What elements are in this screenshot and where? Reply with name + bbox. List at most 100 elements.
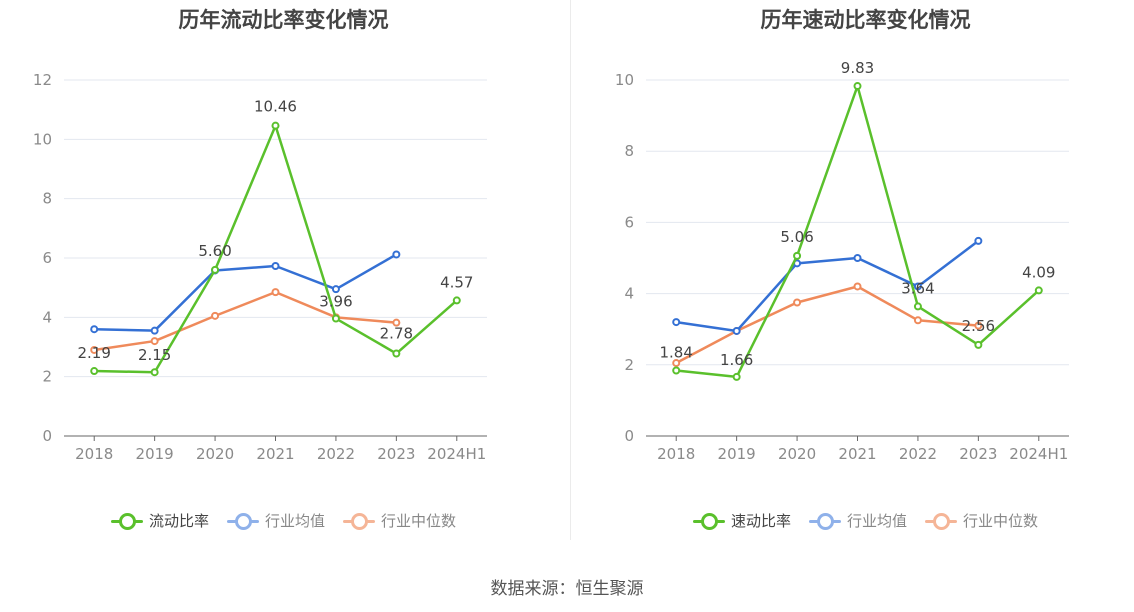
data-label: 5.60 <box>198 242 231 260</box>
data-point <box>150 368 159 377</box>
quick-ratio-plot: 0 2 4 6 8 10 2018 2019 2020 2021 2022 2023 2024H1 1.8… <box>615 59 1069 463</box>
current-ratio-chart: 历年流动比率变化情况 0 2 4 6 8 10 12 2018 2019 2020 2021 2022… <box>0 0 567 545</box>
y-tick-label: 4 <box>42 308 52 326</box>
y-tick-label: 0 <box>42 427 52 445</box>
data-point <box>271 262 280 271</box>
legend-line-circle-icon <box>226 512 259 530</box>
data-point <box>672 359 681 368</box>
x-tick-label: 2019 <box>136 445 174 463</box>
legend-line-circle-icon <box>692 512 725 530</box>
x-tick-label: 2021 <box>838 445 876 463</box>
x-tick-label: 2023 <box>959 445 997 463</box>
x-tick-label: 2018 <box>75 445 113 463</box>
y-tick-label: 10 <box>615 71 634 89</box>
x-tick-label: 2023 <box>377 445 415 463</box>
data-point <box>331 314 340 323</box>
chart-title: 历年流动比率变化情况 <box>178 8 389 32</box>
data-point <box>150 337 159 346</box>
data-label: 2.56 <box>962 317 995 335</box>
data-point <box>271 288 280 297</box>
data-point <box>90 345 99 354</box>
legend: 流动比率 行业均值 行业中位数 <box>0 510 567 531</box>
legend: 速动比率 行业均值 行业中位数 <box>582 510 1134 531</box>
legend-item-industry-median[interactable]: 行业中位数 <box>343 510 456 531</box>
legend-line-circle-icon <box>110 512 143 530</box>
data-point <box>913 282 922 291</box>
x-tick-label: 2024H1 <box>1009 445 1068 463</box>
data-point <box>392 349 401 358</box>
quick-ratio-chart: 历年速动比率变化情况 0 2 4 6 8 10 2018 2019 2020 2021 2022 20… <box>582 0 1134 545</box>
data-label: 4.57 <box>440 273 473 291</box>
y-tick-label: 6 <box>42 249 52 267</box>
data-point <box>211 265 220 274</box>
y-tick-label: 12 <box>33 71 52 89</box>
y-tick-label: 6 <box>624 213 634 231</box>
x-tick-label: 2021 <box>256 445 294 463</box>
legend-line-circle-icon <box>925 512 957 530</box>
data-point <box>1034 286 1043 295</box>
data-point <box>853 254 862 262</box>
y-tick-label: 8 <box>42 190 52 208</box>
legend-line-circle-icon <box>808 512 841 530</box>
y-tick-label: 2 <box>42 368 52 386</box>
series-line <box>94 290 397 352</box>
legend-label: 流动比率 <box>148 512 209 530</box>
legend-item-industry-mean[interactable]: 行业均值 <box>226 510 325 531</box>
legend-label: 行业均值 <box>264 512 325 530</box>
data-point <box>331 285 340 294</box>
data-label: 9.83 <box>841 59 874 77</box>
data-point <box>90 325 99 334</box>
data-point <box>672 366 681 375</box>
data-point <box>853 82 862 91</box>
legend-item-current-ratio[interactable]: 流动比率 <box>110 510 209 531</box>
data-label: 10.46 <box>254 98 297 116</box>
series-line <box>94 253 397 332</box>
x-tick-label: 2019 <box>718 445 756 463</box>
data-point <box>732 326 741 335</box>
legend-item-industry-mean[interactable]: 行业均值 <box>808 510 907 531</box>
data-label: 3.64 <box>901 279 934 297</box>
data-point <box>974 236 983 245</box>
y-tick-label: 0 <box>624 427 634 445</box>
data-point <box>732 372 741 381</box>
data-label: 5.06 <box>780 228 813 246</box>
y-tick-label: 4 <box>624 285 634 303</box>
data-point <box>853 282 862 291</box>
data-point <box>90 367 99 376</box>
data-point <box>913 316 922 325</box>
legend-item-industry-median[interactable]: 行业中位数 <box>925 510 1038 531</box>
data-label: 2.78 <box>380 325 413 343</box>
legend-line-circle-icon <box>343 512 375 530</box>
series-line <box>675 285 979 365</box>
data-point <box>672 318 681 327</box>
current-ratio-plot: 0 2 4 6 8 10 12 2018 2019 2020 2021 2022 2023 2024H1 2… <box>33 71 487 463</box>
data-point <box>793 251 802 260</box>
data-point <box>974 340 983 349</box>
data-point <box>452 296 461 305</box>
data-label: 3.96 <box>319 293 352 311</box>
y-tick-label: 8 <box>624 142 634 160</box>
data-point <box>392 250 401 259</box>
data-label: 2.19 <box>78 344 111 362</box>
x-tick-label: 2020 <box>778 445 816 463</box>
data-point <box>974 321 983 330</box>
data-point <box>913 302 922 311</box>
x-tick-label: 2022 <box>899 445 937 463</box>
x-tick-label: 2022 <box>317 445 355 463</box>
x-tick-label: 2024H1 <box>427 445 486 463</box>
y-tick-label: 2 <box>624 356 634 374</box>
y-tick-label: 10 <box>33 130 52 148</box>
data-point <box>793 298 802 307</box>
legend-item-quick-ratio[interactable]: 速动比率 <box>692 510 791 531</box>
chart-title: 历年速动比率变化情况 <box>760 8 971 32</box>
legend-label: 速动比率 <box>730 512 791 530</box>
series-line <box>676 239 980 333</box>
x-tick-label: 2018 <box>657 445 695 463</box>
data-point <box>392 318 401 327</box>
x-tick-label: 2020 <box>196 445 234 463</box>
data-label: 4.09 <box>1022 263 1055 281</box>
data-point <box>271 121 280 130</box>
data-label: 1.84 <box>660 343 693 361</box>
legend-label: 行业均值 <box>846 512 907 530</box>
panel-divider <box>570 0 571 540</box>
